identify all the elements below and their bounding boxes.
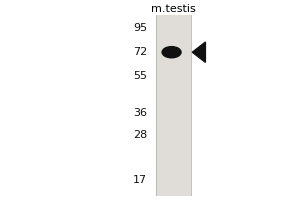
Bar [156,15,191,196]
Polygon shape [192,42,206,62]
Text: 55: 55 [133,71,147,81]
Ellipse shape [162,47,181,58]
Text: 72: 72 [133,47,147,57]
Text: 36: 36 [133,108,147,118]
Text: 17: 17 [133,175,147,185]
Text: m.testis: m.testis [151,4,196,14]
Text: 28: 28 [133,130,147,140]
Text: 95: 95 [133,23,147,33]
